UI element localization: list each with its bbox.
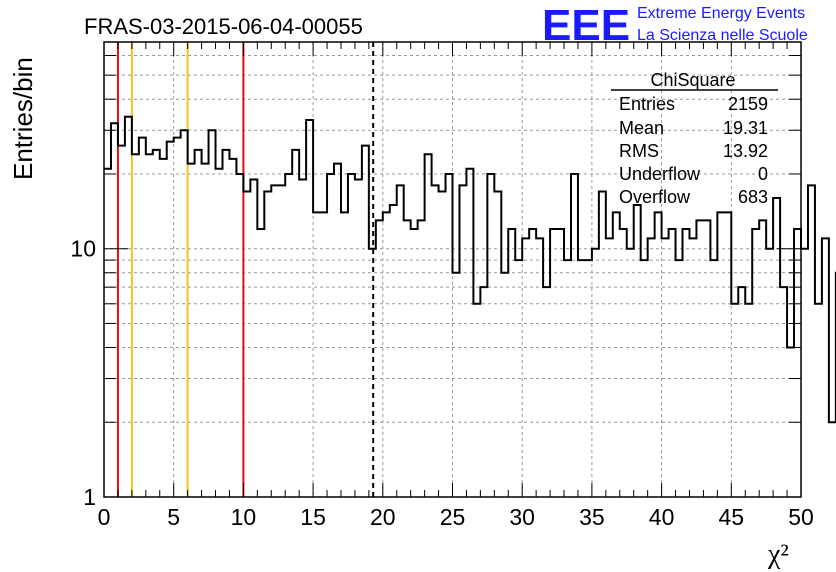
stats-entries-label: Entries [619,94,675,114]
reference-lines [116,42,375,497]
y-tick-labels: 1 10 [70,236,96,510]
y-tick-label: 10 [70,236,96,262]
y-tick-label: 1 [83,484,96,510]
x-tick-label: 50 [788,504,814,530]
x-tick-label: 0 [98,504,111,530]
stats-rms-value: 13.92 [723,141,768,161]
stats-underflow-label: Underflow [619,164,701,184]
histogram-series [104,115,836,424]
x-tick-label: 35 [579,504,605,530]
axis-ticks [103,42,802,497]
stats-underflow-value: 0 [758,164,768,184]
x-tick-label: 45 [719,504,745,530]
x-tick-label: 20 [370,504,396,530]
stats-mean-label: Mean [619,118,664,138]
y-axis-label: Entries/bin [8,57,38,180]
x-tick-label: 15 [300,504,326,530]
stats-mean-value: 19.31 [723,118,768,138]
stats-overflow-value: 683 [738,187,768,207]
logo-mark: EEE [542,1,630,50]
x-tick-label: 10 [231,504,257,530]
x-tick-label: 30 [509,504,535,530]
x-tick-label: 25 [440,504,466,530]
grid [104,42,801,497]
eee-logo: EEE Extreme Energy Events La Scienza nel… [542,1,808,50]
logo-line-1: Extreme Energy Events [637,5,805,22]
stats-box: ChiSquare Entries 2159 Mean 19.31 RMS 13… [611,70,778,207]
chart-title: FRAS-03-2015-06-04-00055 [84,14,363,39]
x-tick-label: 5 [167,504,180,530]
stats-overflow-label: Overflow [619,187,691,207]
x-tick-label: 40 [649,504,675,530]
logo-line-2: La Scienza nelle Scuole [637,27,808,44]
x-axis-label: χ² [767,539,789,570]
stats-entries-value: 2159 [728,94,768,114]
x-tick-labels: 0 5 10 15 20 25 30 35 40 45 50 [98,504,814,530]
stats-rms-label: RMS [619,141,659,161]
stats-title: ChiSquare [650,70,735,90]
